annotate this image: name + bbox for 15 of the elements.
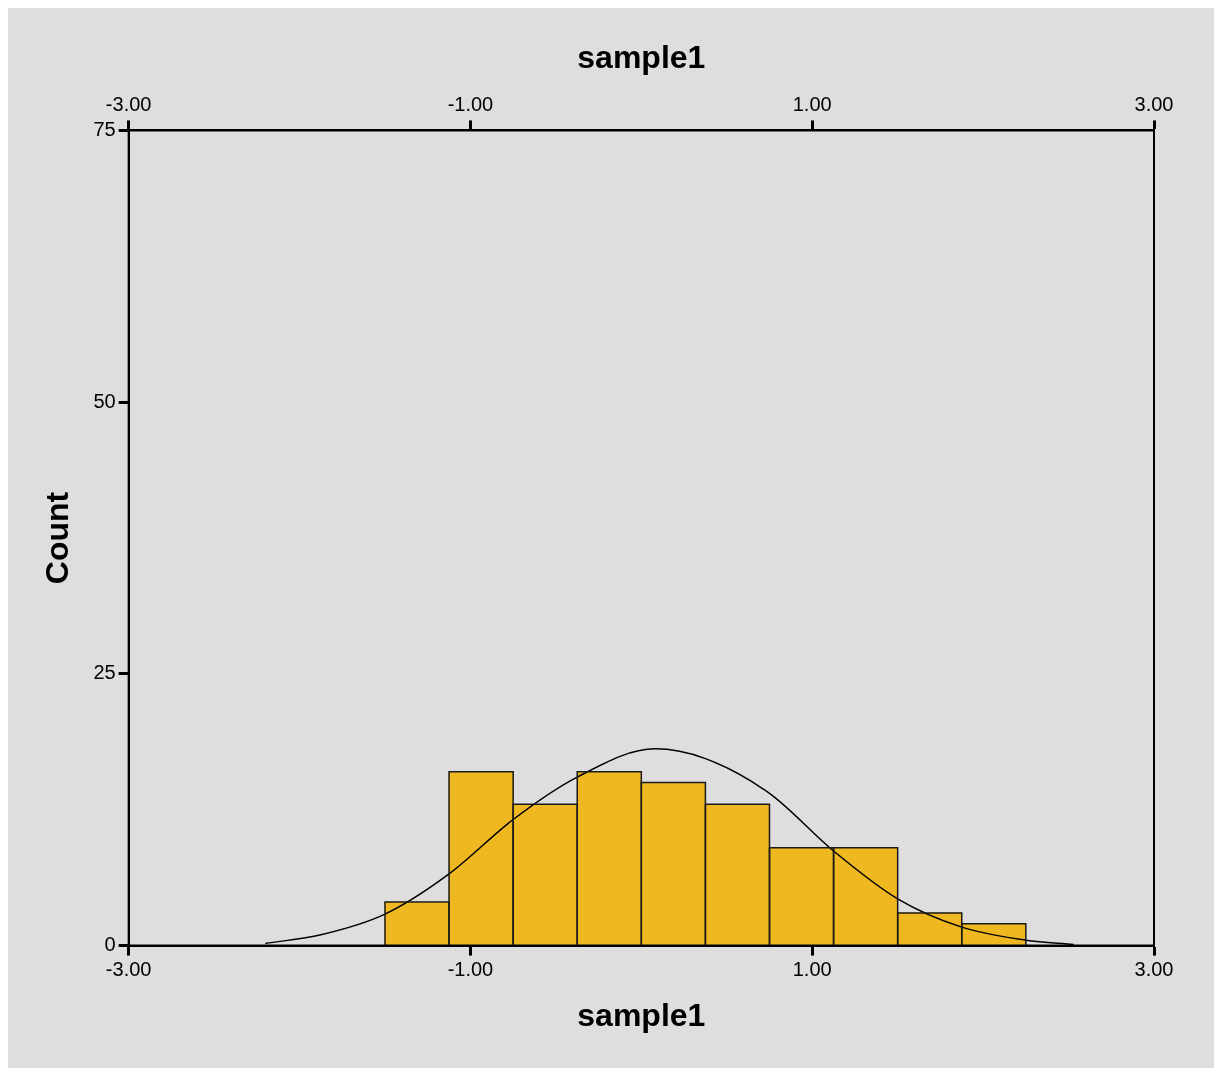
x2-tick-label: 1.00 xyxy=(792,92,832,115)
y-tick-label: 75 xyxy=(93,117,116,140)
x-axis-title: sample1 xyxy=(577,996,706,1033)
x2-tick-label: 3.00 xyxy=(1134,92,1174,115)
x2-tick-label: -3.00 xyxy=(105,92,152,115)
x-tick-label: 1.00 xyxy=(792,958,832,981)
y-tick-label: 50 xyxy=(93,389,116,412)
y-axis-title: Count xyxy=(39,491,76,585)
x-tick-label: 3.00 xyxy=(1134,958,1174,981)
y-tick-label: 25 xyxy=(93,661,116,684)
x2-tick-label: -1.00 xyxy=(447,92,494,115)
x-tick-label: -1.00 xyxy=(447,958,494,981)
y-tick-label: 0 xyxy=(104,933,116,956)
x2-axis-title: sample1 xyxy=(577,39,706,76)
x-tick-label: -3.00 xyxy=(105,958,152,981)
